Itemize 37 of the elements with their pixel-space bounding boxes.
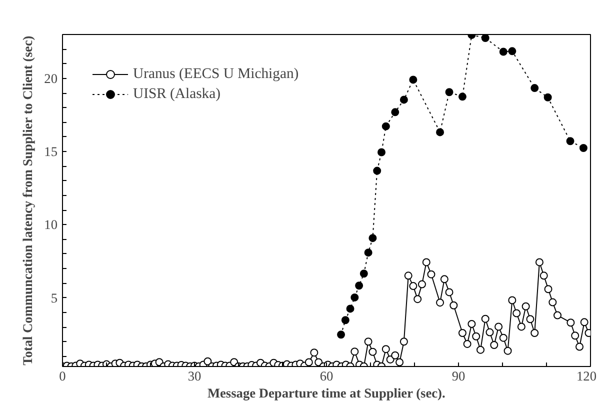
point — [355, 282, 364, 290]
x-axis-title: Message Departure time at Supplier (sec). — [207, 386, 446, 400]
x-tick-label: 90 — [452, 368, 466, 384]
y-tick-label: 10 — [44, 217, 58, 232]
point — [337, 330, 346, 339]
point — [378, 148, 386, 156]
point — [350, 293, 359, 302]
point — [530, 84, 539, 92]
point — [400, 96, 408, 104]
point — [368, 234, 377, 242]
point — [566, 137, 574, 146]
point — [409, 76, 418, 84]
y-tick-label: 5 — [50, 290, 58, 306]
point — [341, 316, 350, 324]
point — [508, 47, 516, 56]
x-tick-label: 0 — [59, 368, 66, 384]
point — [373, 166, 382, 175]
point — [364, 248, 372, 257]
point — [382, 122, 390, 130]
x-tick-label: 120 — [576, 368, 597, 384]
point — [499, 48, 508, 56]
point — [360, 270, 368, 278]
legend-label: UISR (Alaska) — [133, 86, 221, 102]
point — [346, 304, 354, 313]
legend-label: Uranus (EECS U Michigan) — [133, 66, 299, 82]
point — [544, 93, 552, 102]
y-tick-label: 15 — [44, 144, 58, 160]
point — [391, 108, 400, 116]
x-tick-label: 60 — [320, 368, 334, 384]
point — [445, 88, 454, 96]
point — [481, 34, 490, 42]
y-axis-title: Total Communcation latency from Supplier to Client (sec) — [20, 36, 36, 366]
point — [579, 144, 588, 152]
point — [458, 92, 466, 101]
point — [436, 128, 444, 136]
x-tick-label: 30 — [188, 368, 202, 384]
y-tick-label: 20 — [44, 70, 58, 86]
